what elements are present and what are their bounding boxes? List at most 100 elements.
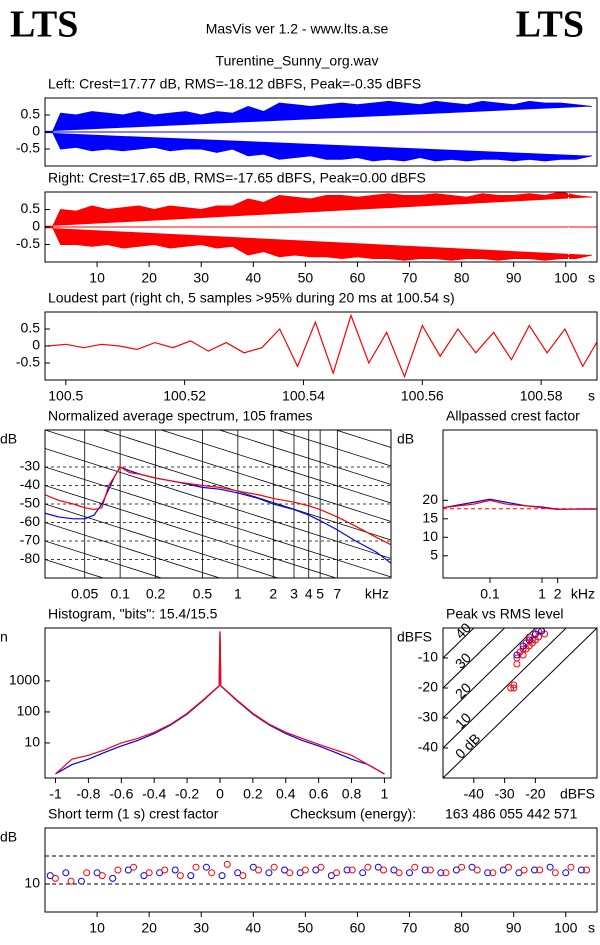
- point: [114, 866, 122, 874]
- point: [510, 681, 518, 689]
- x-tick-label: -0.6: [109, 786, 133, 802]
- x-axis-label: s: [588, 270, 595, 286]
- point: [421, 866, 429, 874]
- series-line: [45, 466, 391, 546]
- point: [520, 866, 528, 874]
- reference-slope: [45, 634, 391, 744]
- point: [93, 869, 101, 877]
- y-tick-label: 15: [422, 510, 438, 526]
- y-tick-label: -60: [20, 513, 40, 529]
- y-tick-label: -40: [418, 739, 438, 755]
- plot-area: [47, 313, 597, 379]
- reference-slope: [45, 448, 391, 559]
- reference-slope: [45, 485, 338, 578]
- y-tick-label: 0: [32, 123, 40, 139]
- point: [218, 872, 226, 880]
- x-tick-label: 7: [333, 586, 341, 602]
- point: [546, 863, 554, 871]
- crest-line: [443, 628, 597, 778]
- point: [437, 869, 445, 877]
- x-tick-label: -0.4: [142, 786, 166, 802]
- point: [528, 636, 536, 644]
- y-tick-label: -0.5: [16, 235, 40, 251]
- x-tick-label: 0.5: [193, 586, 213, 602]
- reference-slope: [45, 615, 391, 725]
- point: [374, 863, 382, 871]
- point: [161, 866, 169, 874]
- x-tick-label: 100.58: [520, 388, 563, 404]
- x-tick-label: 1: [234, 586, 242, 602]
- point: [504, 863, 512, 871]
- point: [513, 660, 521, 668]
- waveform-area: [45, 100, 592, 132]
- y-tick-label: -0.5: [16, 140, 40, 156]
- x-tick-label: 0.1: [110, 586, 130, 602]
- panel-title: Normalized average spectrum, 105 frames: [48, 408, 313, 424]
- x-tick-label: 0.4: [276, 786, 296, 802]
- x-tick-label: 100.56: [401, 388, 444, 404]
- y-tick-label: -30: [418, 709, 438, 725]
- panel-title: Left: Crest=17.77 dB, RMS=-18.12 dBFS, P…: [48, 76, 421, 92]
- file-name: Turentine_Sunny_org.wav: [216, 53, 379, 69]
- point: [249, 863, 257, 871]
- y-axis-label: dB: [0, 829, 17, 845]
- y-tick-label: -80: [20, 550, 40, 566]
- point: [187, 872, 195, 880]
- x-tick-label: 0.6: [309, 786, 329, 802]
- x-tick-label: 0.8: [342, 786, 362, 802]
- y-tick-label: 0.5: [21, 200, 41, 216]
- reference-slope: [45, 466, 391, 578]
- plot-area: [443, 628, 597, 778]
- point: [202, 863, 210, 871]
- x-tick-label: 1: [538, 586, 546, 602]
- point: [484, 869, 492, 877]
- plot-area: [55, 631, 385, 775]
- point: [538, 628, 546, 635]
- point: [577, 866, 585, 874]
- point: [379, 866, 387, 874]
- point: [406, 869, 414, 877]
- point: [531, 630, 539, 638]
- x-axis-label: dBFS: [560, 786, 595, 802]
- x-axis-label: s: [588, 388, 595, 404]
- plot-frame: [442, 627, 598, 779]
- point: [348, 866, 356, 874]
- x-tick-label: 0.2: [243, 786, 263, 802]
- point: [67, 877, 75, 885]
- waveform-area: [45, 227, 592, 261]
- checksum-label: Checksum (energy):: [290, 806, 416, 822]
- y-tick-label: 100: [17, 703, 41, 719]
- point: [395, 869, 403, 877]
- x-tick-label: 70: [402, 270, 418, 286]
- x-tick-label: 50: [298, 920, 314, 936]
- point: [510, 684, 518, 692]
- plot-area: [45, 192, 597, 262]
- y-tick-label: -70: [20, 532, 40, 548]
- panel-title: Allpassed crest factor: [446, 408, 580, 424]
- reference-slope: [101, 430, 391, 522]
- point: [364, 863, 372, 871]
- point: [426, 866, 434, 874]
- reference-slope: [45, 652, 391, 762]
- panel-title: Peak vs RMS level: [446, 606, 563, 622]
- x-tick-label: 0.2: [146, 586, 166, 602]
- x-tick-label: 0.05: [71, 586, 98, 602]
- point: [519, 642, 527, 650]
- x-tick-label: -0.8: [76, 786, 100, 802]
- x-tick-label: 2: [269, 586, 277, 602]
- x-tick-label: 0: [216, 786, 224, 802]
- point: [286, 869, 294, 877]
- x-axis-label: s: [588, 920, 595, 936]
- crest-line: [443, 628, 537, 719]
- y-tick-label: 10: [422, 528, 438, 544]
- x-tick-label: 90: [506, 270, 522, 286]
- point: [583, 866, 591, 874]
- point: [77, 877, 85, 885]
- point: [551, 869, 559, 877]
- panel-title: Loudest part (right ch, 5 samples >95% d…: [48, 290, 455, 306]
- y-tick-label: 0: [32, 337, 40, 353]
- crest-label: 40: [452, 619, 474, 641]
- point: [327, 872, 335, 880]
- x-tick-label: 30: [193, 270, 209, 286]
